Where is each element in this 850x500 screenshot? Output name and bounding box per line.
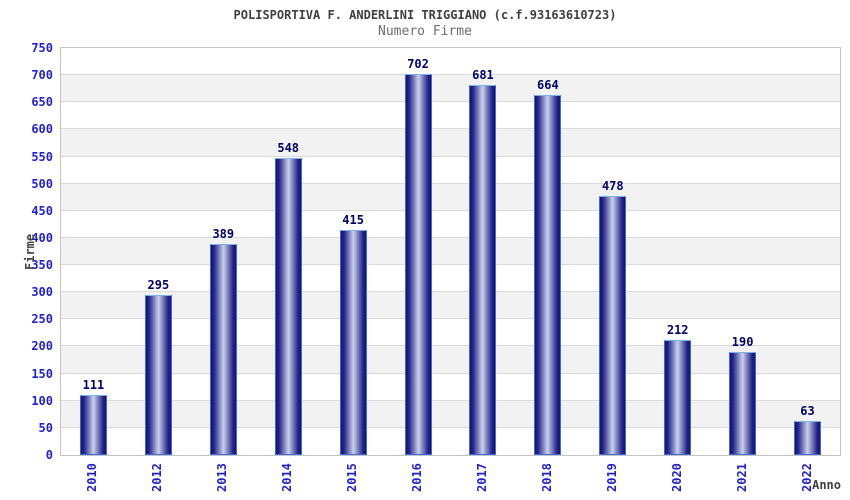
x-tick-label: 2014 (280, 463, 295, 492)
plot-band (61, 210, 840, 238)
x-tick-label: 2020 (669, 463, 684, 492)
plot-band (61, 183, 840, 211)
plot-band (61, 48, 840, 76)
bar-value-label: 664 (537, 77, 559, 92)
bar-value-label: 111 (82, 377, 105, 392)
bar-2020 (664, 339, 692, 455)
x-tick-label: 2021 (734, 463, 749, 492)
bar-value-label: 478 (601, 178, 624, 193)
plot-band (61, 319, 840, 347)
y-tick-label: 0 (45, 448, 53, 462)
bar-2019 (599, 195, 627, 455)
bar-value-label: 681 (472, 68, 494, 83)
plot-band (61, 346, 840, 374)
bar-2021 (729, 351, 757, 455)
chart-subtitle: Numero Firme (378, 24, 472, 39)
y-tick-label: 650 (31, 95, 53, 110)
y-tick-label: 450 (31, 203, 53, 218)
y-tick-label: 400 (31, 230, 53, 245)
y-tick-label: 700 (31, 68, 53, 83)
bar-value-label: 190 (731, 334, 754, 349)
y-axis-title: Firme (23, 233, 37, 270)
x-tick-label: 2019 (604, 463, 619, 492)
x-tick-label: 2013 (215, 463, 230, 492)
bar-2018 (534, 94, 562, 455)
bar-value-label: 389 (212, 226, 235, 241)
x-tick-label: 2017 (474, 463, 489, 492)
plot-band (61, 156, 840, 184)
y-tick-label: 50 (38, 420, 53, 435)
x-tick-label: 2016 (410, 463, 425, 492)
x-tick-label: 2010 (85, 463, 100, 492)
plot-band (61, 373, 840, 401)
plot-band (61, 292, 840, 320)
y-tick-label: 250 (31, 312, 53, 327)
y-tick-label: 550 (31, 149, 53, 164)
plot-band (61, 400, 840, 428)
bar-value-label: 548 (277, 140, 300, 155)
x-tick-label: 2012 (150, 463, 165, 492)
bar-value-label: 295 (147, 277, 170, 292)
bar-2012 (144, 294, 172, 455)
plot-band (61, 427, 840, 455)
plot-band (61, 129, 840, 157)
chart-title: POLISPORTIVA F. ANDERLINI TRIGGIANO (c.f… (233, 8, 617, 22)
bar-2010 (79, 394, 107, 455)
bar-2014 (274, 157, 302, 455)
y-tick-label: 600 (31, 122, 53, 137)
bar-2017 (469, 85, 497, 455)
plot-band (61, 265, 840, 293)
bar-2013 (209, 243, 237, 455)
x-tick-label: 2015 (345, 463, 360, 492)
bar-2015 (339, 229, 367, 455)
plot-band (61, 75, 840, 103)
bar-value-label: 212 (666, 322, 689, 337)
plot-area: 111 295 389 548 415 702 681 664 478 212 190 63 (60, 47, 841, 456)
y-tick-label: 500 (31, 176, 53, 191)
bar-value-label: 415 (342, 212, 364, 227)
y-tick-label: 200 (31, 339, 53, 354)
y-tick-label: 350 (31, 258, 53, 273)
plot-band (61, 237, 840, 266)
x-axis-title: Anno (812, 478, 841, 492)
bar-value-label: 702 (407, 57, 429, 72)
bar-value-label: 63 (800, 403, 815, 418)
bar-2016 (404, 74, 432, 455)
plot-band (61, 102, 840, 130)
x-tick-label: 2018 (539, 463, 554, 492)
y-tick-label: 300 (31, 285, 53, 300)
bar-2022 (794, 420, 822, 455)
y-tick-label: 100 (31, 393, 53, 408)
y-tick-label: 750 (31, 41, 53, 55)
y-tick-label: 150 (31, 366, 53, 381)
